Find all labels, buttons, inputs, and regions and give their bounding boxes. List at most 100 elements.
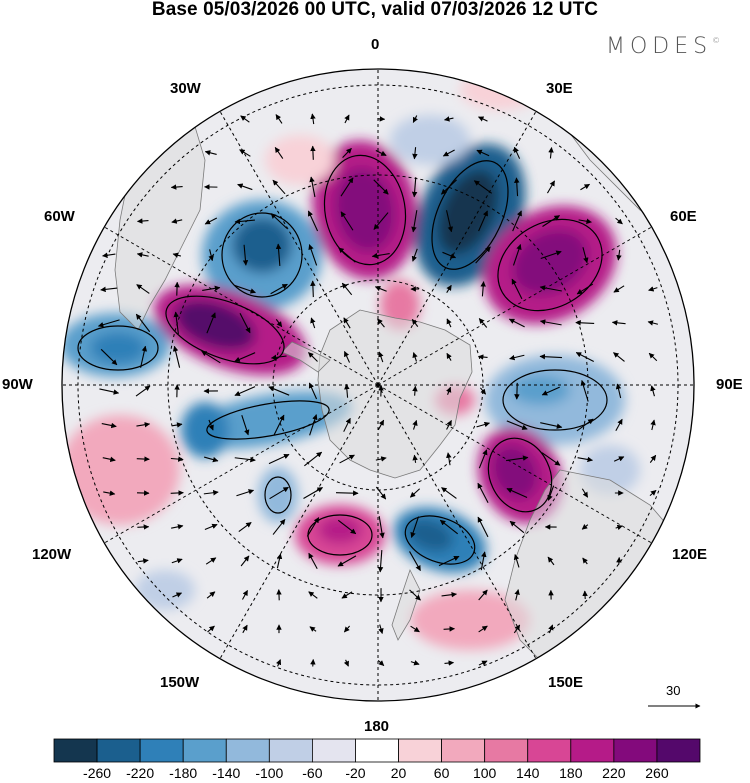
map-disk xyxy=(62,69,694,701)
colorbar-tick-label: -20 xyxy=(345,765,366,781)
wind-arrow xyxy=(411,318,419,327)
wind-arrow xyxy=(581,524,589,530)
lon-label-0: 0 xyxy=(371,36,380,53)
colorbar-tick-label: 260 xyxy=(645,765,669,781)
wind-arrow xyxy=(242,624,248,634)
wind-arrow xyxy=(335,490,359,496)
wind-arrow xyxy=(374,286,387,292)
wind-arrow xyxy=(268,386,290,396)
wind-arrow xyxy=(310,113,316,125)
wind-arrow xyxy=(611,320,626,326)
wind-arrow xyxy=(477,354,488,360)
wind-arrow xyxy=(446,318,452,328)
wind-arrow xyxy=(412,352,418,362)
wind-arrow xyxy=(478,318,488,328)
wind-arrow xyxy=(309,176,316,198)
wind-arrow xyxy=(378,351,384,363)
lon-label-30w: 30W xyxy=(170,80,201,97)
wind-arrow xyxy=(412,454,418,463)
meridian-line xyxy=(219,384,379,659)
lon-label-60w: 60W xyxy=(44,208,75,225)
wind-arrow xyxy=(207,625,215,633)
colorbar-swatch xyxy=(484,738,529,763)
wind-arrow xyxy=(343,317,351,329)
wind-arrow xyxy=(172,592,183,598)
wind-arrow xyxy=(443,626,455,632)
wind-arrow xyxy=(509,520,525,534)
wind-arrow xyxy=(514,589,520,601)
wind-arrow xyxy=(446,352,452,361)
wind-arrow xyxy=(582,247,589,264)
colorbar-swatch xyxy=(96,738,141,763)
wind-arrow xyxy=(206,312,216,334)
wind-arrow xyxy=(268,453,290,465)
wind-arrow xyxy=(613,285,625,293)
colorbar-tick-label: 140 xyxy=(516,765,540,781)
wind-arrow xyxy=(615,217,623,225)
wind-arrow xyxy=(438,555,460,567)
anomaly-blob xyxy=(334,168,396,252)
anomaly-blob xyxy=(390,115,470,165)
wind-arrow xyxy=(647,320,659,326)
wind-arrow xyxy=(541,452,561,466)
wind-arrow xyxy=(208,249,214,262)
wind-arrow xyxy=(546,180,556,194)
wind-arrow xyxy=(476,149,490,157)
wind-arrow xyxy=(310,317,316,329)
wind-arrow xyxy=(377,659,385,667)
wind-arrow xyxy=(512,210,522,232)
colorbar-swatch xyxy=(53,738,98,763)
wind-arrow xyxy=(137,524,150,530)
colorbar-tick-label: 60 xyxy=(433,765,450,781)
wind-arrow xyxy=(441,179,457,195)
wind-arrow xyxy=(343,350,351,363)
wind-arrow xyxy=(234,218,255,225)
wind-arrow xyxy=(171,218,183,224)
wind-arrow xyxy=(240,115,250,123)
wind-arrow xyxy=(513,177,520,197)
wind-arrow xyxy=(650,385,656,397)
wind-arrow xyxy=(373,212,389,230)
anomaly-blob xyxy=(135,570,195,610)
wind-arrow xyxy=(236,489,255,497)
wind-arrow xyxy=(241,414,250,436)
anomaly-blob xyxy=(512,229,588,295)
wind-arrow xyxy=(409,551,421,572)
wind-arrow xyxy=(508,318,525,328)
wind-arrow xyxy=(103,490,116,496)
wind-arrow xyxy=(575,320,595,326)
wind-arrow xyxy=(202,285,221,292)
wind-arrow xyxy=(99,388,120,395)
wind-arrow xyxy=(540,250,562,260)
graticule xyxy=(62,69,694,701)
wind-arrow xyxy=(206,591,216,599)
colorbar-swatch xyxy=(441,738,486,763)
colorbar-swatch xyxy=(398,738,442,763)
colorbar-swatch xyxy=(656,738,701,763)
wind-arrow xyxy=(648,286,658,292)
anomaly-blob xyxy=(232,217,292,273)
wind-arrow xyxy=(446,284,452,293)
wind-arrow xyxy=(377,318,385,328)
wind-arrow xyxy=(208,419,214,431)
wind-arrow xyxy=(410,625,420,633)
colorbar-swatch xyxy=(225,738,270,763)
wind-arrow xyxy=(378,516,385,539)
contour-ring xyxy=(431,160,509,270)
colorbar-tick-label: -100 xyxy=(255,765,284,781)
wind-arrow xyxy=(375,486,387,500)
wind-arrow xyxy=(615,524,623,531)
wind-arrow xyxy=(135,385,151,397)
wind-arrow xyxy=(478,660,488,666)
wind-arrow xyxy=(239,312,251,334)
wind-arrow xyxy=(170,184,183,190)
wind-arrow xyxy=(411,248,418,262)
wind-arrow xyxy=(441,487,457,499)
wind-arrow xyxy=(478,210,488,232)
wind-arrow xyxy=(444,116,454,122)
wind-arrow xyxy=(648,352,658,362)
colorbar-tick-label: -220 xyxy=(126,765,155,781)
wind-arrow xyxy=(203,456,219,463)
lon-label-120w: 120W xyxy=(32,546,72,563)
wind-arrow xyxy=(576,418,594,432)
